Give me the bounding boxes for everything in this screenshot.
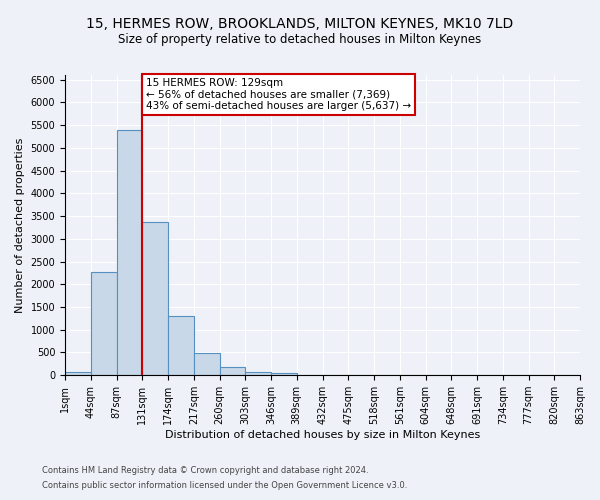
Text: Contains HM Land Registry data © Crown copyright and database right 2024.: Contains HM Land Registry data © Crown c… bbox=[42, 466, 368, 475]
Bar bbox=[116, 130, 142, 375]
Text: 15 HERMES ROW: 129sqm
← 56% of detached houses are smaller (7,369)
43% of semi-d: 15 HERMES ROW: 129sqm ← 56% of detached … bbox=[146, 78, 411, 111]
Bar bbox=[194, 354, 220, 375]
Bar bbox=[65, 372, 91, 375]
Text: Size of property relative to detached houses in Milton Keynes: Size of property relative to detached ho… bbox=[118, 32, 482, 46]
Y-axis label: Number of detached properties: Number of detached properties bbox=[15, 138, 25, 313]
Bar bbox=[271, 373, 297, 375]
Bar bbox=[91, 272, 116, 375]
Bar bbox=[168, 316, 194, 375]
Bar bbox=[245, 372, 271, 375]
X-axis label: Distribution of detached houses by size in Milton Keynes: Distribution of detached houses by size … bbox=[165, 430, 480, 440]
Bar bbox=[220, 366, 245, 375]
Bar bbox=[142, 222, 168, 375]
Text: 15, HERMES ROW, BROOKLANDS, MILTON KEYNES, MK10 7LD: 15, HERMES ROW, BROOKLANDS, MILTON KEYNE… bbox=[86, 18, 514, 32]
Text: Contains public sector information licensed under the Open Government Licence v3: Contains public sector information licen… bbox=[42, 481, 407, 490]
